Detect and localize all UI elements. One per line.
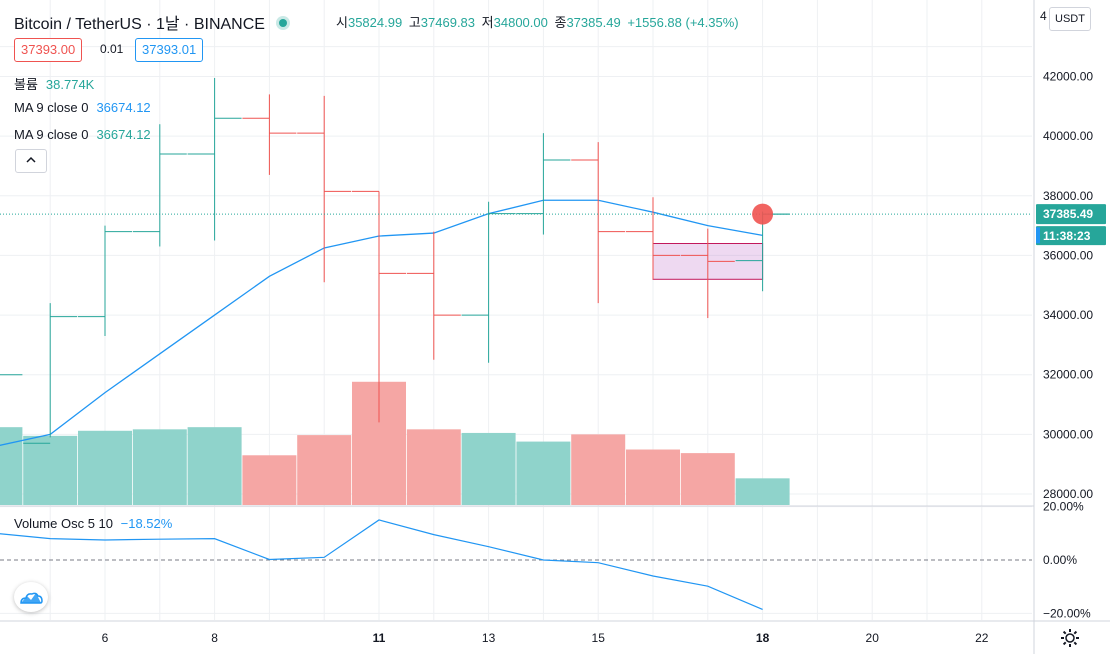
volume-bar: [132, 429, 187, 505]
spread-value: 0.01: [100, 42, 124, 56]
ohlc-bar: [187, 77, 242, 241]
price-tick-label: 30000.00: [1043, 427, 1093, 441]
ohlc-bar: [352, 190, 406, 423]
time-tick-label: 20: [866, 631, 880, 645]
volume-bar: [406, 429, 461, 505]
gear-icon: [1061, 629, 1079, 647]
price-tick-label: 38000.00: [1043, 189, 1093, 203]
chevron-up-icon: [26, 156, 36, 163]
ma-legend-1[interactable]: MA 9 close 0 36674.12: [14, 100, 151, 115]
tradingview-logo-button[interactable]: [14, 582, 48, 612]
ohlc-bar: [680, 228, 735, 319]
cloud-logo-icon: [20, 592, 43, 604]
ohlc-bar: [571, 142, 626, 304]
osc-tick-label: 0.00%: [1043, 553, 1077, 567]
volume-bar: [242, 455, 297, 505]
ohlc-bar: [461, 201, 516, 363]
volume-bar: [297, 435, 352, 505]
ohlc-bar: [78, 225, 132, 336]
osc-tick-label: 20.00%: [1043, 500, 1084, 514]
ma-axis-tag: [1036, 227, 1040, 244]
open-value: 35824.99: [347, 15, 403, 30]
ma2-value: 36674.12: [96, 127, 151, 142]
symbol-legend[interactable]: Bitcoin / TetherUS · 1날 · BINANCE: [14, 10, 295, 34]
ohlc-legend: 시35824.99 고37469.83 저34800.00 종37385.49 …: [336, 12, 742, 31]
oscillator-name: Volume Osc 5 10: [14, 516, 113, 531]
ohlc-bar: [297, 95, 352, 283]
sell-price-button[interactable]: 37393.00: [14, 38, 83, 62]
ohlc-bar: [23, 303, 78, 444]
ohlc-bar: [242, 94, 297, 175]
currency-button[interactable]: USDT: [1049, 7, 1091, 31]
low-label: 저: [481, 15, 494, 30]
volume-bar: [187, 427, 242, 505]
time-tick-label: 6: [102, 631, 109, 645]
oscillator-value: −18.52%: [120, 516, 173, 531]
low-value: 34800.00: [493, 15, 548, 30]
volume-bar: [735, 478, 790, 505]
ohlc-bar: [626, 197, 680, 280]
last-price-label: 37385.49: [1043, 207, 1093, 221]
ma-legend-2[interactable]: MA 9 close 0 36674.12: [14, 127, 151, 142]
ohlc-bar: [406, 231, 461, 360]
market-status-dot: [278, 19, 287, 27]
time-tick-label: 15: [592, 631, 606, 645]
time-tick-label: 8: [211, 631, 218, 645]
alert-marker: [752, 203, 774, 225]
symbol-title[interactable]: Bitcoin / TetherUS · 1날 · BINANCE: [14, 16, 265, 33]
ma1-value: 36674.12: [96, 100, 151, 115]
price-tick-label: 36000.00: [1043, 248, 1093, 262]
price-tick-label: 40000.00: [1043, 129, 1093, 143]
close-label: 종: [554, 15, 567, 30]
buy-price-button[interactable]: 37393.01: [135, 38, 204, 62]
ma2-name: MA 9 close 0: [14, 127, 89, 142]
volume-name: 볼륨: [14, 77, 38, 92]
price-tick-label: 28000.00: [1043, 487, 1093, 501]
price-tick-label: 34000.00: [1043, 308, 1093, 322]
high-label: 고: [408, 15, 421, 30]
chart-settings-button[interactable]: [1058, 626, 1082, 650]
ohlc-bar: [132, 124, 187, 247]
axis-top-label: 4: [1040, 9, 1047, 23]
high-value: 37469.83: [420, 15, 476, 30]
oscillator-legend[interactable]: Volume Osc 5 10 −18.52%: [14, 516, 172, 531]
volume-osc-line: [0, 519, 763, 611]
time-tick-label: 18: [756, 631, 770, 645]
volume-bar: [78, 430, 132, 505]
time-tick-label: 22: [975, 631, 989, 645]
countdown-label: 11:38:23: [1043, 229, 1091, 243]
ohlc-bar: [516, 133, 571, 235]
last-price-tag: [1036, 204, 1106, 225]
price-tick-label: 32000.00: [1043, 368, 1093, 382]
change-value: +1556.88 (+4.35%): [627, 15, 739, 30]
time-tick-label: 11: [373, 631, 386, 645]
volume-bar: [461, 432, 516, 505]
close-value: 37385.49: [566, 15, 621, 30]
osc-tick-label: −20.00%: [1043, 606, 1091, 620]
countdown-tag: [1036, 226, 1106, 246]
volume-bar: [626, 449, 680, 505]
ma1-name: MA 9 close 0: [14, 100, 89, 115]
volume-legend[interactable]: 볼륨 38.774K: [14, 74, 94, 93]
volume-bar: [680, 453, 735, 505]
volume-value: 38.774K: [45, 77, 95, 92]
volume-bar: [571, 434, 626, 505]
volume-bar: [0, 427, 23, 505]
time-tick-label: 13: [482, 631, 496, 645]
open-label: 시: [336, 15, 348, 30]
price-tick-label: 42000.00: [1043, 70, 1093, 84]
collapse-legend-button[interactable]: [15, 149, 47, 173]
volume-bar: [23, 435, 78, 505]
volume-bar: [516, 441, 571, 505]
